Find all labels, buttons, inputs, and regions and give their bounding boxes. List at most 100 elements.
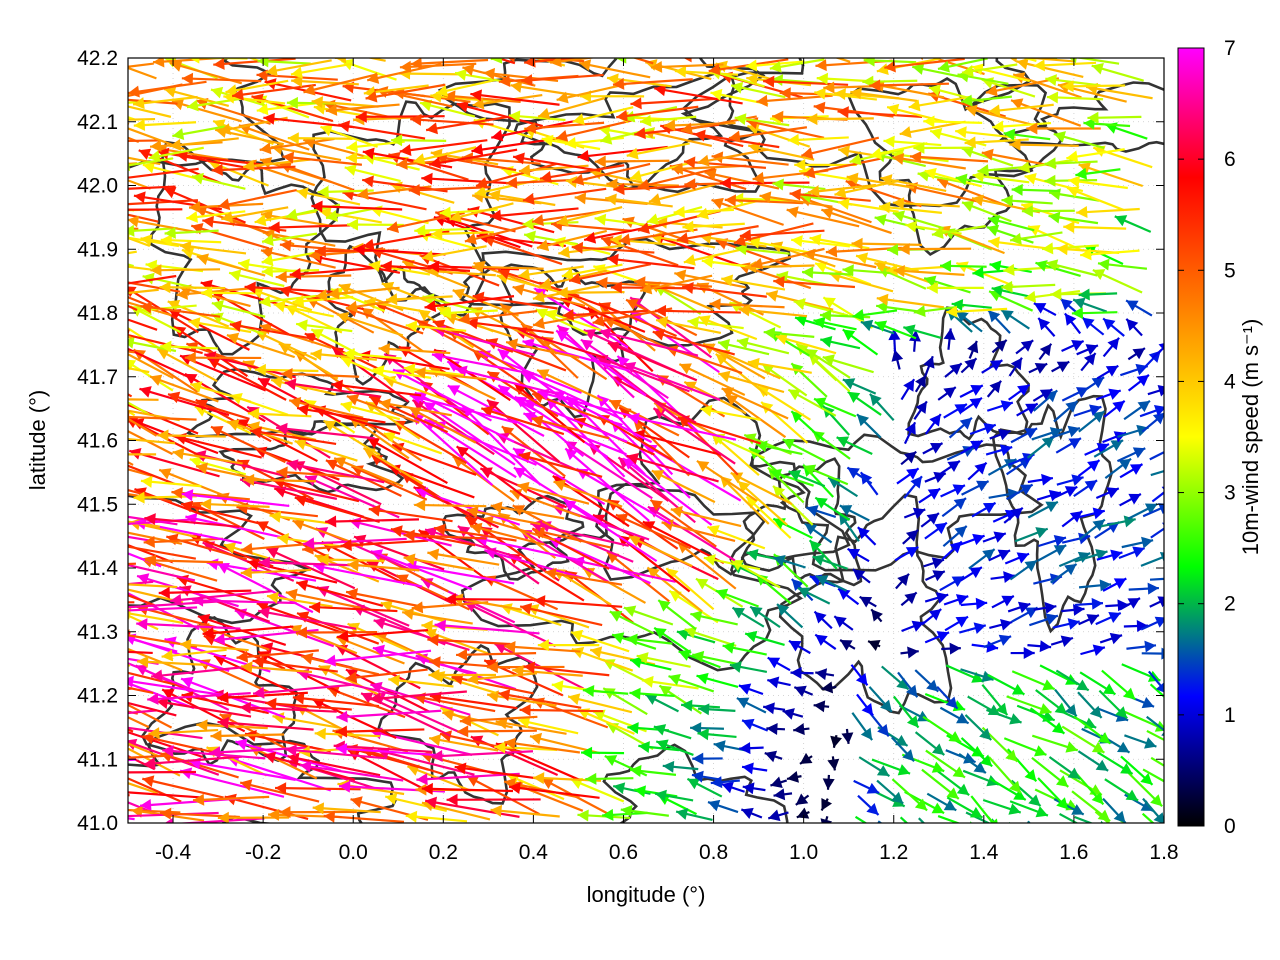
wind-vector — [869, 393, 895, 422]
wind-vector-head — [167, 391, 181, 404]
wind-vector-shaft — [239, 781, 320, 803]
wind-vector — [859, 471, 879, 496]
wind-vector — [918, 817, 926, 823]
wind-vector-head — [75, 481, 87, 493]
wind-vector-head — [1044, 601, 1057, 614]
wind-vector-head — [144, 554, 157, 567]
wind-vector-head — [668, 673, 681, 686]
wind-vector — [959, 533, 985, 546]
wind-vector — [1102, 317, 1125, 337]
wind-vector — [820, 335, 861, 350]
wind-vector — [1027, 473, 1054, 486]
wind-vector-head — [421, 172, 433, 185]
wind-vector-head — [1118, 458, 1132, 471]
wind-vector-head — [1009, 713, 1022, 725]
wind-vector-shaft — [139, 387, 230, 417]
wind-vector-head — [289, 267, 302, 280]
wind-vector-shaft — [128, 662, 197, 693]
wind-vector-shaft — [128, 208, 135, 212]
wind-vector-shaft — [128, 679, 229, 697]
wind-vector-shaft — [1074, 815, 1094, 823]
wind-vector — [814, 496, 851, 521]
wind-vector-shaft — [629, 296, 713, 359]
wind-vector-head — [54, 643, 66, 655]
wind-vector-head — [405, 810, 418, 823]
wind-vector-shaft — [523, 665, 610, 677]
wind-vector — [176, 287, 250, 300]
wind-vector — [340, 356, 397, 382]
wind-vector-shaft — [128, 606, 198, 612]
wind-vector — [813, 700, 830, 713]
wind-vector-head — [277, 533, 290, 545]
wind-vector — [488, 189, 556, 207]
wind-vector-head — [1121, 832, 1133, 844]
wind-vector-head — [65, 429, 78, 440]
wind-vector-head — [655, 216, 668, 229]
wind-vector — [556, 286, 625, 299]
wind-vector-head — [49, 597, 60, 609]
wind-vector-shaft — [1141, 812, 1155, 823]
wind-vector — [144, 554, 223, 567]
wind-vector-head — [489, 209, 502, 222]
wind-vector-head — [115, 642, 127, 653]
wind-vector — [970, 795, 998, 823]
wind-vector — [128, 430, 174, 456]
wind-vector — [914, 669, 940, 693]
wind-vector — [1055, 437, 1082, 454]
wind-vector-head — [1071, 804, 1084, 815]
wind-vector — [1076, 344, 1099, 356]
wind-vector-shaft — [519, 708, 604, 713]
wind-vector-head — [745, 630, 758, 643]
wind-vector-head — [809, 233, 822, 246]
wind-vector-head — [299, 760, 312, 773]
wind-vector — [598, 327, 699, 357]
wind-vector — [128, 545, 197, 560]
wind-vector — [295, 579, 384, 607]
wind-vector-head — [647, 567, 660, 580]
wind-vector-head — [1067, 618, 1080, 630]
wind-vector-shaft — [739, 229, 825, 238]
wind-vector-head — [655, 789, 667, 802]
wind-vector-head — [709, 298, 721, 311]
wind-vector — [128, 417, 158, 437]
wind-vector-head — [1001, 194, 1013, 207]
wind-vector-head — [696, 460, 710, 472]
wind-vector-shaft — [854, 815, 868, 823]
wind-vector — [1011, 670, 1056, 691]
wind-vector-head — [426, 122, 438, 135]
wind-vector — [967, 461, 988, 481]
wind-vector-shaft — [337, 628, 429, 639]
wind-vector-head — [955, 594, 969, 606]
wind-vector-shaft — [454, 765, 545, 781]
wind-vector-head — [261, 254, 274, 267]
wind-vector — [801, 136, 880, 160]
wind-vector-shaft — [167, 393, 250, 421]
wind-vector-head — [414, 224, 426, 237]
wind-vector-shaft — [458, 310, 538, 322]
wind-vector — [1016, 704, 1056, 722]
wind-vector-head — [926, 513, 939, 525]
wind-vector-head — [350, 796, 363, 808]
wind-vector-head — [645, 694, 658, 705]
wind-vector — [1033, 601, 1057, 614]
wind-vector-shaft — [715, 239, 792, 268]
wind-vector — [788, 469, 826, 488]
wind-vector-head — [721, 387, 735, 399]
wind-vector — [982, 531, 1007, 543]
wind-vector — [820, 815, 833, 823]
wind-vector — [914, 374, 927, 393]
wind-vector-shaft — [429, 694, 518, 710]
wind-vector-head — [905, 684, 918, 698]
wind-vector-head — [91, 477, 103, 489]
wind-vector — [609, 610, 655, 635]
wind-vector-head — [815, 634, 828, 646]
wind-vector-head — [140, 234, 153, 247]
wind-vector-head — [676, 628, 690, 641]
wind-vector-head — [163, 187, 177, 199]
wind-vector-head — [1035, 260, 1048, 272]
wind-vector-head — [480, 467, 493, 479]
wind-vector — [736, 337, 790, 355]
wind-vector-shaft — [451, 675, 534, 695]
wind-vector — [730, 471, 793, 506]
wind-vector-head — [415, 783, 427, 796]
